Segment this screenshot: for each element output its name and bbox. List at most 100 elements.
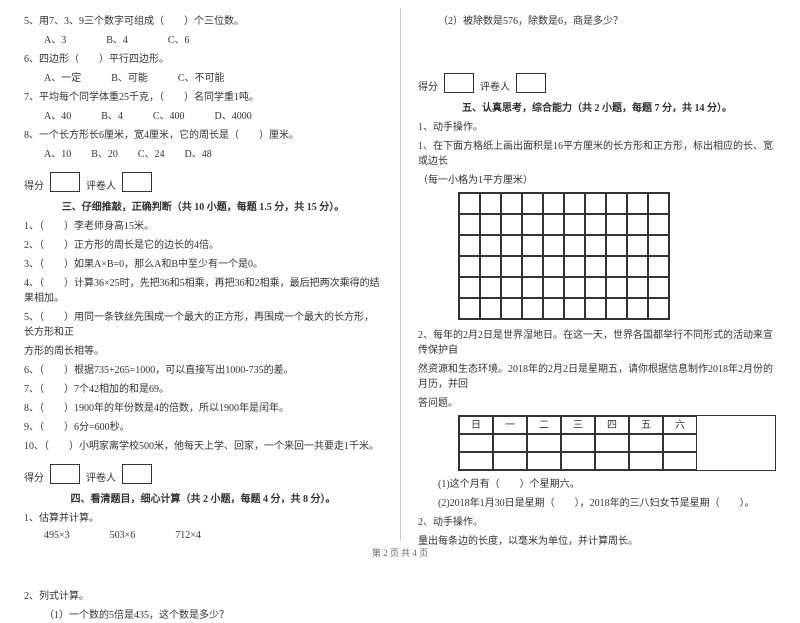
grid-cell bbox=[501, 256, 522, 277]
grid-cell bbox=[501, 277, 522, 298]
grid-cell bbox=[459, 193, 480, 214]
grid-cell bbox=[585, 214, 606, 235]
calc1-row: 495×3 503×6 712×4 bbox=[24, 530, 382, 541]
grid-cell bbox=[627, 193, 648, 214]
judge-2: 2、（ ）正方形的周长是它的边长的4倍。 bbox=[24, 238, 382, 253]
judge-9: 9、（ ）6分=600秒。 bbox=[24, 420, 382, 435]
p1: 1、动手操作。 bbox=[418, 120, 776, 135]
score-box bbox=[50, 172, 80, 192]
grid-cell bbox=[606, 214, 627, 235]
p2a: 2、每年的2月2日是世界湿地日。在这一天，世界各国都举行不同形式的活动来宣传保护… bbox=[418, 328, 776, 358]
reviewer-label: 评卷人 bbox=[86, 177, 116, 192]
q7-options: A、40 B、4 C、400 D、4000 bbox=[24, 109, 382, 124]
calc2: 2、列式计算。 bbox=[24, 589, 382, 604]
score-row-sec4: 得分 评卷人 bbox=[24, 464, 382, 484]
grid-cell bbox=[648, 193, 669, 214]
grid-cell bbox=[564, 214, 585, 235]
calendar-header-cell: 一 bbox=[493, 416, 527, 434]
page-footer: 第 2 页 共 4 页 bbox=[0, 546, 800, 559]
calendar-cell bbox=[561, 452, 595, 470]
reviewer-box bbox=[516, 73, 546, 93]
cal-q1: (1)这个月有（ ）个星期六。 bbox=[418, 477, 776, 492]
calendar-header-cell: 日 bbox=[459, 416, 493, 434]
calendar-cell bbox=[629, 434, 663, 452]
calendar-cell bbox=[493, 434, 527, 452]
grid-cell bbox=[606, 298, 627, 319]
blank-space bbox=[418, 33, 776, 63]
section5-title: 五、认真思考，综合能力（共 2 小题，每题 7 分，共 14 分）。 bbox=[418, 99, 776, 114]
grid-cell bbox=[480, 235, 501, 256]
grid-cell bbox=[543, 214, 564, 235]
grid-cell bbox=[627, 277, 648, 298]
grid-cell bbox=[543, 256, 564, 277]
grid-10x6 bbox=[458, 192, 670, 320]
grid-cell bbox=[648, 256, 669, 277]
grid-cell bbox=[585, 277, 606, 298]
grid-cell bbox=[459, 277, 480, 298]
grid-cell bbox=[480, 214, 501, 235]
calc2-a: （1）一个数的5倍是435，这个数是多少？ bbox=[24, 608, 382, 623]
score-box bbox=[444, 73, 474, 93]
grid-cell bbox=[480, 298, 501, 319]
calendar-cell bbox=[527, 434, 561, 452]
grid-cell bbox=[627, 298, 648, 319]
judge-8: 8、（ ）1900年的年份数是4的倍数，所以1900年是闰年。 bbox=[24, 401, 382, 416]
grid-cell bbox=[585, 298, 606, 319]
judge-6: 6、（ ）根据735+265=1000，可以直接写出1000-735的差。 bbox=[24, 363, 382, 378]
grid-cell bbox=[585, 256, 606, 277]
calc1-c: 712×4 bbox=[175, 530, 201, 541]
q8: 8、一个长方形长6厘米，宽4厘米，它的周长是（ ）厘米。 bbox=[24, 128, 382, 143]
grid-cell bbox=[522, 256, 543, 277]
grid-cell bbox=[648, 277, 669, 298]
grid-cell bbox=[564, 235, 585, 256]
p1b: （每一小格为1平方厘米） bbox=[418, 173, 776, 188]
q8-options: A、10 B、20 C、24 D、48 bbox=[24, 147, 382, 162]
grid-cell bbox=[501, 235, 522, 256]
grid-cell bbox=[648, 235, 669, 256]
calc1-a: 495×3 bbox=[44, 530, 70, 541]
calendar-header-cell: 五 bbox=[629, 416, 663, 434]
cal-q2: (2)2018年1月30日是星期（ ），2018年的三八妇女节是星期（ ）。 bbox=[418, 496, 776, 511]
p2c: 答问题。 bbox=[418, 396, 776, 411]
judge-4: 4、（ ）计算36×25时，先把36和5相乘，再把36和2相乘，最后把两次乘得的… bbox=[24, 276, 382, 306]
score-row-sec3: 得分 评卷人 bbox=[24, 172, 382, 192]
grid-cell bbox=[480, 277, 501, 298]
grid-cell bbox=[564, 256, 585, 277]
reviewer-box bbox=[122, 464, 152, 484]
grid-cell bbox=[585, 235, 606, 256]
score-label: 得分 bbox=[24, 177, 44, 192]
left-column: 5、用7、3、9三个数字可组成（ ）个三位数。 A、3 B、4 C、6 6、四边… bbox=[0, 0, 400, 565]
calendar-cell bbox=[595, 434, 629, 452]
grid-cell bbox=[459, 235, 480, 256]
grid-cell bbox=[627, 214, 648, 235]
calendar-header-cell: 六 bbox=[663, 416, 697, 434]
grid-cell bbox=[606, 256, 627, 277]
grid-cell bbox=[627, 256, 648, 277]
grid-cell bbox=[585, 193, 606, 214]
calc2-b: （2）被除数是576，除数是6，商是多少？ bbox=[418, 14, 776, 29]
grid-cell bbox=[480, 193, 501, 214]
calendar-cell bbox=[663, 452, 697, 470]
grid-cell bbox=[648, 214, 669, 235]
p1a: 1、在下面方格纸上画出面积是16平方厘米的长方形和正方形，标出相应的长、宽或边长 bbox=[418, 139, 776, 169]
grid-cell bbox=[543, 277, 564, 298]
calendar-header-cell: 二 bbox=[527, 416, 561, 434]
reviewer-label: 评卷人 bbox=[480, 78, 510, 93]
judge-3: 3、（ ）如果A×B=0，那么A和B中至少有一个是0。 bbox=[24, 257, 382, 272]
grid-cell bbox=[564, 277, 585, 298]
calendar-cell bbox=[595, 452, 629, 470]
q7: 7、平均每个同学体重25千克，（ ）名同学重1吨。 bbox=[24, 90, 382, 105]
grid-cell bbox=[522, 193, 543, 214]
calendar-header-cell: 三 bbox=[561, 416, 595, 434]
grid-cell bbox=[522, 298, 543, 319]
grid-cell bbox=[606, 193, 627, 214]
calendar-grid: 日一二三四五六 bbox=[458, 415, 776, 471]
grid-cell bbox=[522, 277, 543, 298]
grid-cell bbox=[606, 277, 627, 298]
calc1-b: 503×6 bbox=[110, 530, 136, 541]
score-box bbox=[50, 464, 80, 484]
score-label: 得分 bbox=[24, 469, 44, 484]
grid-cell bbox=[459, 298, 480, 319]
grid-cell bbox=[564, 193, 585, 214]
calendar-cell bbox=[629, 452, 663, 470]
